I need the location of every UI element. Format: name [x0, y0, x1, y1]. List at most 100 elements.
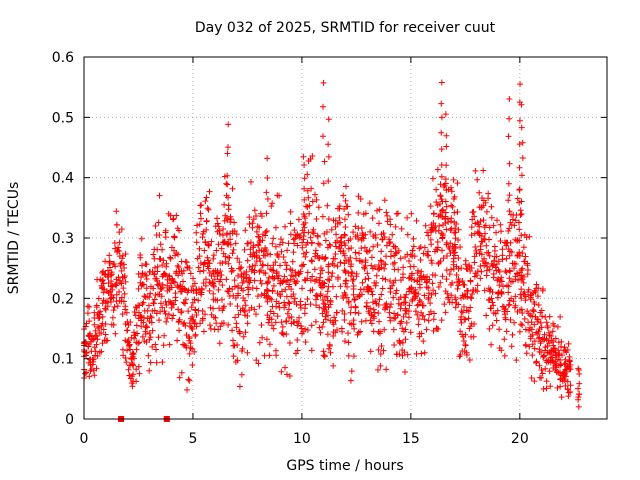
data-point	[168, 244, 175, 251]
data-point	[368, 254, 375, 261]
data-point	[184, 264, 191, 271]
data-point	[253, 357, 260, 364]
data-point	[136, 339, 143, 346]
data-point	[452, 225, 459, 232]
data-point	[443, 276, 450, 283]
data-point	[291, 227, 298, 234]
data-point	[478, 204, 485, 211]
data-point	[523, 234, 530, 241]
data-point	[451, 209, 458, 216]
data-point	[107, 295, 114, 302]
data-point	[452, 245, 459, 252]
y-tick-label: 0.1	[52, 352, 74, 368]
data-point	[519, 154, 526, 161]
data-point	[198, 215, 205, 222]
data-point	[342, 223, 349, 230]
data-point	[263, 189, 270, 196]
data-point	[143, 272, 150, 279]
data-point	[564, 347, 571, 354]
data-point	[304, 269, 311, 276]
data-point	[110, 307, 117, 314]
data-point	[167, 254, 174, 261]
data-point	[299, 244, 306, 251]
data-point	[269, 200, 276, 207]
data-point	[495, 258, 502, 265]
data-point	[333, 309, 340, 316]
data-point	[451, 241, 458, 248]
data-point	[409, 297, 416, 304]
data-point	[356, 250, 363, 257]
data-point	[119, 346, 126, 353]
data-point	[506, 115, 513, 122]
data-point	[438, 247, 445, 254]
data-point	[469, 291, 476, 298]
data-point	[124, 338, 131, 345]
data-point	[116, 239, 123, 246]
data-point	[328, 273, 335, 280]
data-point	[336, 203, 343, 210]
data-point	[291, 319, 298, 326]
data-point	[315, 204, 322, 211]
data-point	[325, 216, 332, 223]
data-point	[518, 295, 525, 302]
data-point	[288, 314, 295, 321]
data-point	[403, 319, 410, 326]
data-point	[323, 308, 330, 315]
data-point	[102, 321, 109, 328]
data-point	[93, 333, 100, 340]
data-point	[366, 200, 373, 207]
data-point	[528, 326, 535, 333]
data-point	[102, 306, 109, 313]
data-point	[173, 212, 180, 219]
data-point	[369, 291, 376, 298]
data-point	[139, 333, 146, 340]
data-point	[380, 347, 387, 354]
data-point	[178, 288, 185, 295]
data-point	[503, 328, 510, 335]
data-point	[342, 268, 349, 275]
data-point	[362, 317, 369, 324]
data-point	[240, 287, 247, 294]
data-point	[147, 334, 154, 341]
data-point	[473, 247, 480, 254]
data-point	[519, 265, 526, 272]
data-point	[159, 304, 166, 311]
data-point	[402, 310, 409, 317]
data-point	[411, 253, 418, 260]
data-point	[389, 231, 396, 238]
data-point	[300, 233, 307, 240]
data-point	[246, 274, 253, 281]
data-point	[312, 318, 319, 325]
data-point	[219, 260, 226, 267]
data-point	[232, 314, 239, 321]
data-point	[338, 234, 345, 241]
data-point	[395, 266, 402, 273]
data-point	[383, 242, 390, 249]
data-point	[440, 255, 447, 262]
data-point	[231, 283, 238, 290]
data-point	[390, 326, 397, 333]
data-point	[374, 366, 381, 373]
data-point	[143, 323, 150, 330]
data-point	[410, 235, 417, 242]
data-point	[348, 261, 355, 268]
data-point	[320, 305, 327, 312]
data-point	[517, 321, 524, 328]
data-point	[359, 279, 366, 286]
data-point	[576, 391, 583, 398]
data-point	[251, 269, 258, 276]
data-point	[92, 327, 99, 334]
data-point	[334, 263, 341, 270]
data-point	[197, 210, 204, 217]
data-point	[175, 272, 182, 279]
data-point	[443, 132, 450, 139]
data-point	[466, 356, 473, 363]
data-point	[531, 338, 538, 345]
data-point	[545, 329, 552, 336]
data-point	[341, 260, 348, 267]
data-point	[531, 345, 538, 352]
data-point	[171, 252, 178, 259]
data-point	[476, 189, 483, 196]
data-point	[321, 255, 328, 262]
data-point	[481, 255, 488, 262]
